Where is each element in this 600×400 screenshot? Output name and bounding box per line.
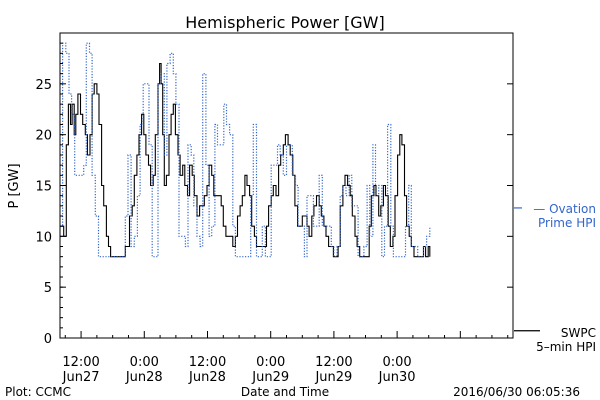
y-tick-label: 25	[35, 78, 52, 93]
legend-label-swpc: SWPC	[561, 326, 596, 340]
x-axis-ticks: 12:00Jun270:00Jun2812:00Jun280:00Jun2912…	[62, 331, 509, 385]
legend-label-swpc-line2: 5–min HPI	[536, 340, 596, 354]
x-tick-date-label: Jun28	[125, 370, 163, 385]
x-tick-date-label: Jun29	[314, 370, 352, 385]
y-axis-label: P [GW]	[7, 163, 22, 208]
chart-title: Hemispheric Power [GW]	[185, 13, 384, 32]
x-tick-time-label: 12:00	[189, 355, 226, 370]
legend-label-ovation-line2: Prime HPI	[538, 216, 596, 230]
x-tick-date-label: Jun27	[62, 370, 100, 385]
x-tick-time-label: 12:00	[315, 355, 352, 370]
y-tick-label: 5	[44, 281, 52, 296]
x-tick-time-label: 12:00	[62, 355, 99, 370]
x-tick-time-label: 0:00	[130, 355, 159, 370]
plot-timestamp: 2016/06/30 06:05:36	[453, 385, 580, 399]
y-tick-label: 10	[35, 230, 52, 245]
x-tick-time-label: 0:00	[256, 355, 285, 370]
series-layer	[60, 42, 431, 258]
y-tick-label: 15	[35, 180, 52, 195]
x-tick-date-label: Jun30	[378, 370, 416, 385]
legend-label-ovation: — Ovation	[533, 202, 596, 216]
x-axis-label: Date and Time	[241, 385, 329, 399]
x-tick-date-label: Jun28	[188, 370, 226, 385]
series-line-swpc	[60, 62, 431, 258]
y-tick-label: 20	[35, 129, 52, 144]
series-line-ovation-prime	[60, 42, 431, 258]
x-tick-time-label: 0:00	[383, 355, 412, 370]
x-tick-date-label: Jun29	[251, 370, 289, 385]
y-tick-label: 0	[44, 332, 52, 347]
plot-credit: Plot: CCMC	[5, 385, 71, 399]
plot-frame	[59, 32, 514, 339]
y-axis-ticks: 0 5 10 15 20 25	[35, 32, 513, 347]
